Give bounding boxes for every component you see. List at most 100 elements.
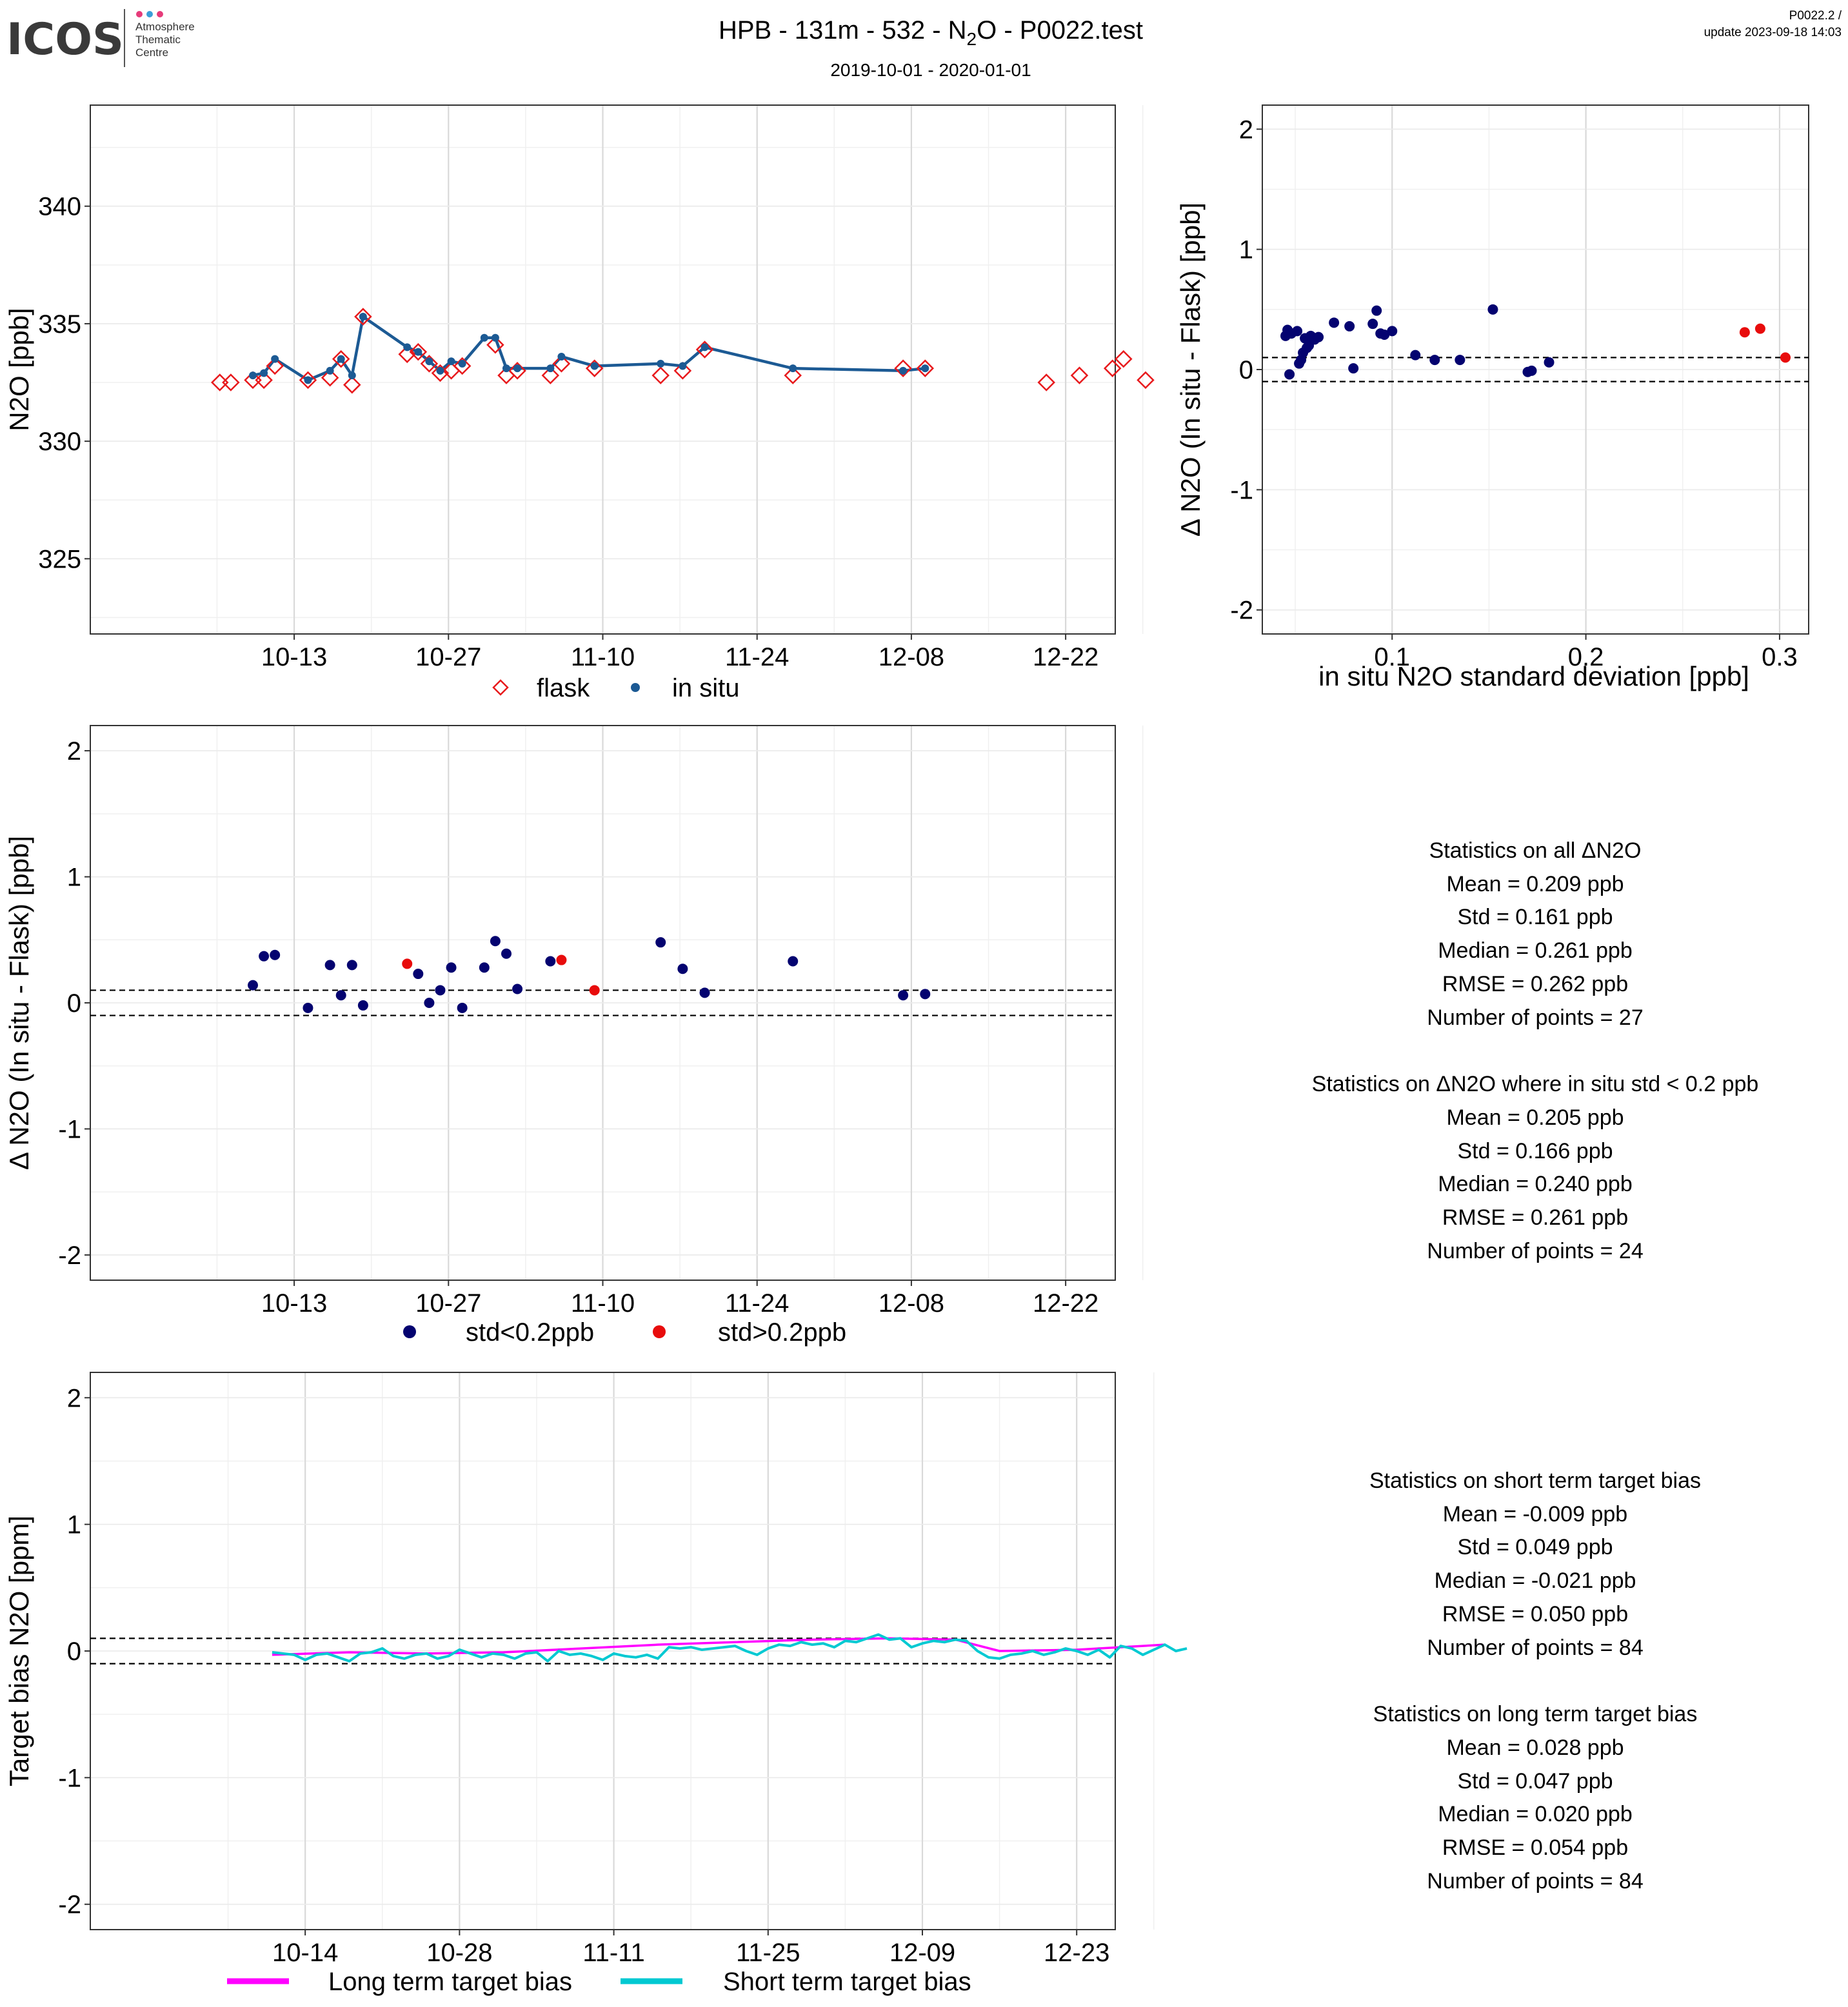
- in-situ-marker: [557, 352, 566, 361]
- scatter-point: [1455, 355, 1465, 366]
- y-axis-title: Δ N2O (In situ - Flask) [ppb]: [4, 836, 34, 1170]
- x-tick-label: 10-27: [415, 1289, 481, 1318]
- scatter-point: [357, 1000, 368, 1011]
- y-tick-label: 2: [1239, 115, 1253, 144]
- stats-line: RMSE = 0.261 ppb: [1442, 1205, 1629, 1231]
- x-tick-label: 11-24: [725, 643, 789, 671]
- in-situ-marker: [326, 366, 334, 375]
- short-term-bias-line: [272, 1633, 1187, 1663]
- scatter-point: [335, 990, 346, 1001]
- x-tick-label: 11-24: [725, 1289, 789, 1318]
- stats-line: Mean = 0.028 ppb: [1446, 1735, 1624, 1760]
- in-situ-marker: [260, 369, 268, 377]
- stats-line: Median = 0.261 ppb: [1438, 938, 1633, 964]
- flask-marker: [1070, 366, 1089, 384]
- y-tick-label: -1: [58, 1115, 81, 1143]
- scatter-point: [248, 980, 259, 991]
- logo-subtitle-3: Centre: [135, 46, 168, 59]
- flask-marker: [321, 368, 339, 387]
- logo-dot: [157, 11, 163, 17]
- scatter-point: [589, 985, 600, 996]
- flask-marker: [541, 366, 560, 384]
- scatter-point: [1739, 327, 1750, 338]
- scatter-point: [677, 964, 688, 974]
- x-tick-label: 12-22: [1033, 1289, 1098, 1318]
- y-tick-label: -1: [58, 1764, 81, 1792]
- legend-std-low-label: std<0.2ppb: [466, 1318, 594, 1347]
- scatter-point: [270, 949, 281, 960]
- scatter-point: [446, 962, 457, 973]
- flask-marker: [695, 341, 714, 359]
- y-tick-label: 330: [38, 428, 81, 456]
- y-tick-label: 340: [38, 193, 81, 221]
- stats-line: Number of points = 24: [1427, 1238, 1644, 1263]
- stats-line: Median = 0.240 ppb: [1438, 1172, 1633, 1197]
- y-tick-label: 2: [67, 1384, 81, 1412]
- flask-marker: [552, 355, 571, 373]
- logo-dot: [136, 11, 143, 17]
- scatter-point: [1487, 304, 1498, 315]
- stats-line: RMSE = 0.262 ppb: [1442, 971, 1629, 996]
- flask-marker: [266, 357, 284, 375]
- stats-line: Statistics on short term target bias: [1369, 1468, 1701, 1493]
- scatter-point: [512, 984, 523, 994]
- legend-in-situ-label: in situ: [672, 674, 740, 702]
- stats-line: RMSE = 0.054 ppb: [1442, 1835, 1629, 1861]
- scatter-point: [303, 1002, 313, 1013]
- scatter-point: [501, 948, 512, 959]
- x-tick-label: 11-11: [582, 1939, 644, 1967]
- flask-marker: [222, 373, 240, 391]
- y-tick-label: 1: [67, 864, 81, 892]
- in-situ-marker: [271, 355, 279, 363]
- x-tick-label: 11-10: [571, 643, 635, 671]
- y-tick-label: -2: [58, 1241, 81, 1270]
- x-tick-label: 10-27: [415, 643, 481, 671]
- x-tick-label: 12-23: [1044, 1939, 1109, 1967]
- flask-marker: [894, 359, 912, 377]
- scatter-point: [1429, 355, 1440, 366]
- in-situ-marker: [546, 364, 555, 373]
- x-tick-label: 12-08: [879, 1289, 944, 1318]
- scatter-point: [699, 987, 710, 998]
- scatter-point: [1329, 317, 1340, 328]
- y-tick-label: 335: [38, 310, 81, 339]
- scatter-point: [490, 936, 501, 947]
- in-situ-marker: [249, 371, 257, 380]
- stats-line: Number of points = 84: [1427, 1868, 1644, 1893]
- scatter-point: [1379, 329, 1390, 340]
- in-situ-marker: [337, 355, 345, 363]
- flask-marker: [409, 342, 428, 361]
- flask-marker: [453, 357, 472, 375]
- flask-marker: [673, 362, 692, 380]
- stats-line: Statistics on ΔN2O where in situ std < 0…: [1311, 1072, 1759, 1097]
- in-situ-marker: [359, 313, 367, 321]
- y-tick-label: -2: [58, 1891, 81, 1919]
- legend-short-term-label: Short term target bias: [723, 1968, 971, 1996]
- scatter-point: [1371, 305, 1382, 316]
- logo-subtitle-1: Atmosphere: [135, 21, 195, 33]
- flask-marker: [431, 364, 450, 382]
- stats-line: Number of points = 27: [1427, 1005, 1644, 1030]
- scatter-point: [1544, 357, 1555, 368]
- x-tick-label: 0.2: [1568, 643, 1604, 671]
- y-tick-label: 0: [67, 989, 81, 1018]
- flask-marker: [585, 359, 604, 377]
- flask-marker: [651, 366, 670, 384]
- stats-line: Median = 0.020 ppb: [1438, 1802, 1633, 1827]
- scatter-point: [1526, 365, 1537, 376]
- y-tick-label: 0: [67, 1637, 81, 1666]
- stats-delta-block: Statistics on all ΔN2O Mean = 0.209 ppb St…: [1213, 835, 1848, 1268]
- scatter-point: [324, 960, 335, 971]
- scatter-point: [457, 1002, 468, 1013]
- stats-target-bias-block: Statistics on short term target bias Mean…: [1213, 1465, 1848, 1898]
- flask-marker: [332, 350, 350, 368]
- legend-flask-label: flask: [537, 674, 590, 702]
- x-tick-label: 0.1: [1374, 643, 1410, 671]
- in-situ-marker: [789, 364, 797, 373]
- delta-vs-std-panel: 0.1 0.2 0.3 2 1 0 -1 -2 in situ N2O standard dev…: [1175, 104, 1809, 691]
- stats-line: Mean = 0.209 ppb: [1446, 871, 1624, 896]
- x-tick-label: 10-13: [261, 1289, 327, 1318]
- flask-marker: [255, 371, 273, 390]
- flask-marker: [354, 308, 372, 326]
- in-situ-marker: [425, 357, 433, 366]
